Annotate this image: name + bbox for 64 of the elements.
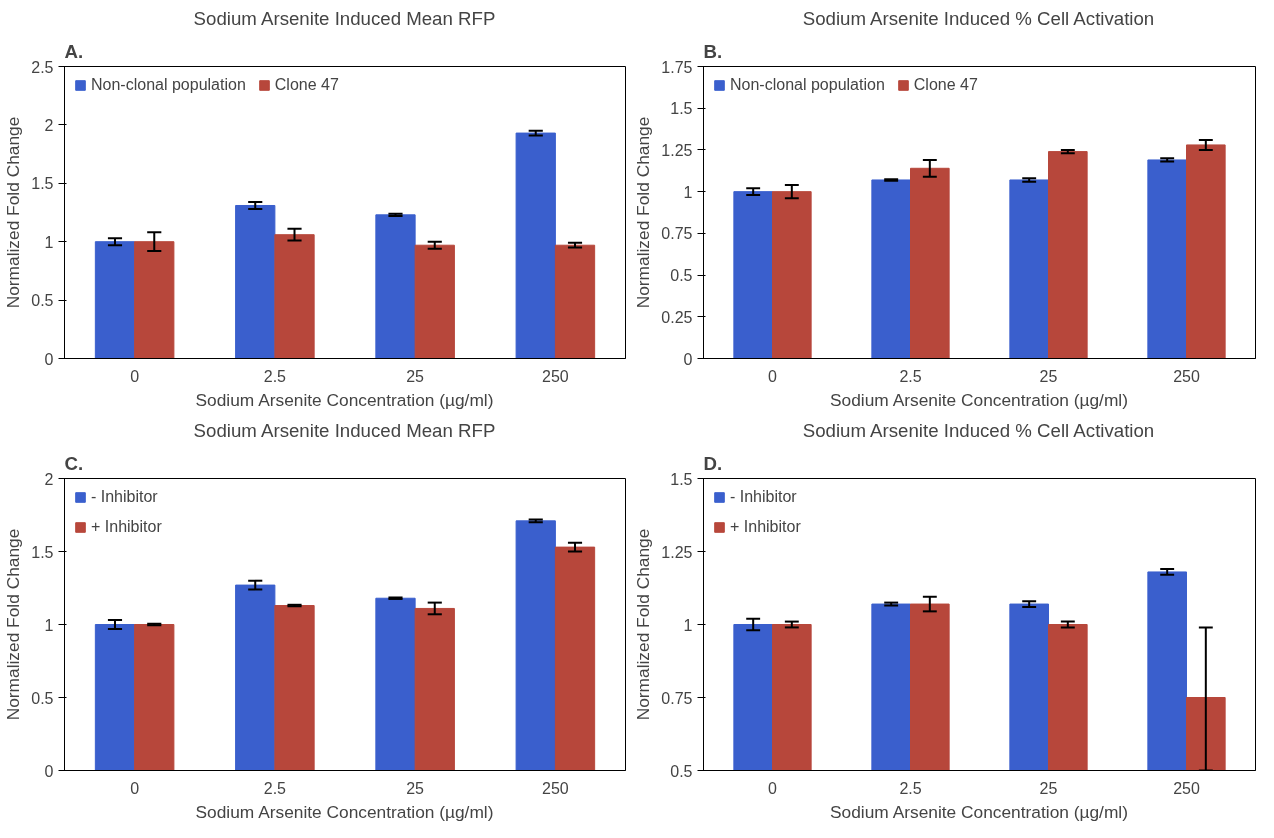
y-tick-label: 0.75	[661, 225, 693, 243]
y-tick-label: 0.75	[661, 689, 693, 707]
x-tick-label: 0	[768, 779, 778, 797]
x-tick-label: 25	[1039, 779, 1058, 797]
legend-label: Non-clonal population	[91, 76, 246, 94]
legend-label: Clone 47	[913, 76, 978, 94]
y-tick-label: 0.5	[31, 689, 54, 707]
y-tick-label: 0	[683, 350, 693, 368]
y-tick-label: 0	[44, 350, 54, 368]
x-axis-title: Sodium Arsenite Concentration (µg/ml)	[830, 389, 1129, 410]
x-tick-label: 2.5	[899, 367, 922, 385]
y-tick-label: 1.5	[31, 543, 54, 561]
x-axis-title: Sodium Arsenite Concentration (µg/ml)	[830, 801, 1129, 822]
chart-title: Sodium Arsenite Induced Mean RFP	[193, 7, 496, 29]
y-tick-label: 1.5	[31, 175, 54, 193]
y-tick-label: 2	[44, 470, 54, 488]
legend-label: + Inhibitor	[730, 518, 801, 536]
y-axis-title: Normalized Fold Change	[633, 528, 654, 721]
y-tick-label: 1.5	[670, 470, 693, 488]
x-tick-label: 25	[406, 367, 425, 385]
x-tick-label: 25	[1039, 367, 1058, 385]
y-tick-label: 1	[683, 183, 693, 201]
y-tick-label: 1.75	[661, 58, 693, 76]
y-tick-label: 1	[44, 616, 54, 634]
y-tick-label: 1.25	[661, 543, 693, 561]
legend-label: + Inhibitor	[91, 518, 162, 536]
legend-label: Clone 47	[274, 76, 339, 94]
x-tick-label: 250	[1173, 779, 1200, 797]
y-tick-label: 0.25	[661, 308, 693, 326]
x-axis-title: Sodium Arsenite Concentration (µg/ml)	[195, 801, 494, 822]
y-tick-label: 2.5	[31, 58, 54, 76]
y-axis-title: Normalized Fold Change	[633, 116, 654, 309]
x-tick-label: 250	[1173, 367, 1200, 385]
x-tick-label: 0	[768, 367, 778, 385]
x-tick-label: 2.5	[263, 367, 287, 385]
y-tick-label: 0.5	[31, 292, 54, 310]
y-tick-label: 1.5	[670, 100, 693, 118]
y-tick-label: 0.5	[670, 762, 693, 780]
legend-label: Non-clonal population	[730, 76, 885, 94]
chart-title: Sodium Arsenite Induced Mean RFP	[193, 419, 496, 441]
chart-title: Sodium Arsenite Induced % Cell Activation	[802, 7, 1155, 29]
y-tick-label: 1	[683, 616, 693, 634]
text: C.	[64, 452, 84, 474]
x-axis-title: Sodium Arsenite Concentration (µg/ml)	[195, 389, 494, 410]
y-tick-label: 1.25	[661, 141, 693, 159]
text: D.	[703, 452, 723, 474]
x-tick-label: 2.5	[899, 779, 922, 797]
x-tick-label: 250	[542, 367, 569, 385]
x-tick-label: 2.5	[263, 779, 287, 797]
y-tick-label: 0	[44, 762, 54, 780]
chart-title: Sodium Arsenite Induced % Cell Activation	[802, 419, 1155, 441]
text: B.	[703, 40, 723, 62]
y-tick-label: 0.5	[670, 267, 693, 285]
x-tick-label: 25	[406, 779, 425, 797]
x-tick-label: 250	[542, 779, 569, 797]
legend-label: - Inhibitor	[730, 488, 797, 506]
y-axis-title: Normalized Fold Change	[3, 528, 24, 721]
x-tick-label: 0	[130, 367, 140, 385]
y-tick-label: 2	[44, 116, 54, 134]
x-tick-label: 0	[130, 779, 140, 797]
y-axis-title: Normalized Fold Change	[3, 116, 24, 309]
legend-label: - Inhibitor	[91, 488, 158, 506]
y-tick-label: 1	[44, 233, 54, 251]
text: A.	[64, 40, 84, 62]
